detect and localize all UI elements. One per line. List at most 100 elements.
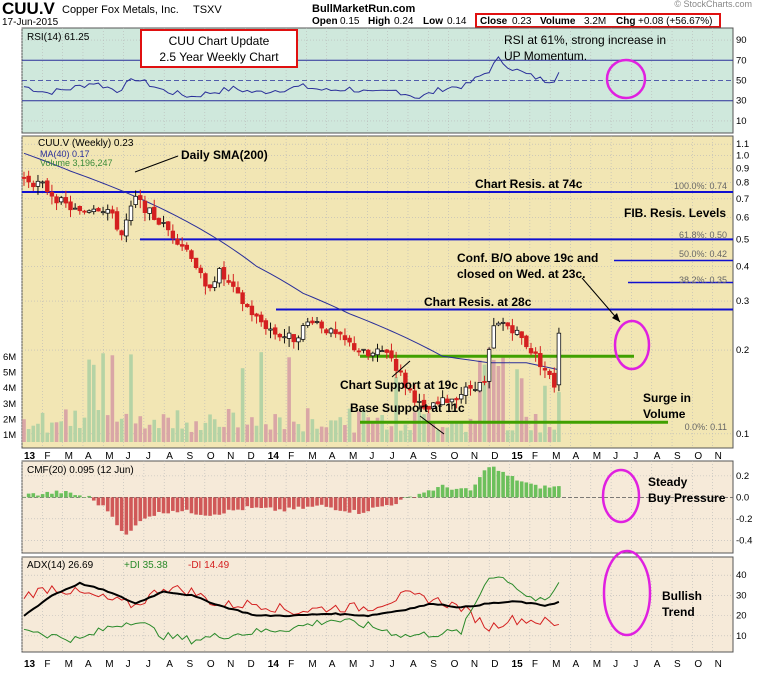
volume-bar <box>538 432 543 442</box>
candle-body <box>384 349 390 353</box>
volume-bar <box>389 426 394 442</box>
title-line-2: 2.5 Year Weekly Chart <box>159 50 279 64</box>
month-label-bottom: O <box>694 659 702 670</box>
volume-bar <box>366 417 370 442</box>
candle-body <box>445 398 450 403</box>
adx-tick-label: 20 <box>736 611 747 622</box>
volume-bar <box>329 420 333 442</box>
volume-bar <box>40 412 45 442</box>
candle-body <box>105 209 110 214</box>
volume-bar <box>398 430 403 442</box>
volume-bar <box>454 422 459 442</box>
cmf-bar <box>40 494 45 498</box>
cmf-bar <box>436 487 440 498</box>
bo-pointer <box>581 277 621 323</box>
cmf-bar <box>91 497 96 501</box>
month-label-top: S <box>430 451 437 462</box>
cmf-bar <box>482 470 487 498</box>
candle-body <box>165 221 171 231</box>
volume-bar <box>436 429 440 442</box>
candle-body <box>352 343 357 351</box>
candle-body <box>207 284 213 289</box>
volume-bar <box>31 425 36 442</box>
cmf-bar <box>152 497 157 516</box>
cmf-bar <box>389 497 394 506</box>
candle-body <box>435 401 441 405</box>
fib-label-618: 61.8%: 0.50 <box>679 230 727 240</box>
cmf-tick-label: 0.2 <box>736 471 749 482</box>
candle-body <box>68 201 73 211</box>
month-label-top: M <box>349 451 357 462</box>
candle-body <box>152 206 157 220</box>
candle-body <box>263 320 269 330</box>
volume-bar <box>510 430 515 442</box>
cmf-bar <box>305 497 310 507</box>
month-label-bottom: 15 <box>512 659 524 670</box>
cmf-bar <box>310 497 315 507</box>
cmf-bar <box>110 497 115 517</box>
candle-body <box>454 398 459 401</box>
cmf-bar <box>529 483 533 498</box>
volume-bar <box>403 424 408 442</box>
cmf-bar <box>273 497 277 511</box>
volume-bar <box>380 414 384 442</box>
candle-body <box>431 402 436 410</box>
rsi-line <box>23 56 560 99</box>
volume-bar <box>236 427 240 442</box>
cmf-bar <box>36 495 40 498</box>
month-label-top: D <box>247 451 254 462</box>
cmf-bar <box>301 497 305 509</box>
candle-body <box>156 218 162 225</box>
candle-body <box>179 244 185 247</box>
base11-pointer <box>419 415 445 435</box>
candle-layer <box>21 170 562 414</box>
volume-bar <box>124 413 129 442</box>
volume-bar <box>115 421 119 442</box>
month-label-bottom: M <box>349 659 357 670</box>
cmf-bar <box>264 497 268 508</box>
candle-body <box>63 197 69 204</box>
company-name: Copper Fox Metals, Inc. <box>62 4 179 16</box>
volume-bar <box>222 426 226 442</box>
volume-bar <box>198 430 203 442</box>
month-label-top: M <box>593 451 601 462</box>
cmf-bar <box>371 497 375 508</box>
month-label-top: J <box>613 451 618 462</box>
price-panel <box>21 135 734 449</box>
cmf-bar <box>198 497 203 515</box>
cmf-bar <box>478 477 482 498</box>
fib-label-382: 38.2%: 0.35 <box>679 275 727 285</box>
cmf-bar <box>352 497 357 510</box>
volume-bar <box>505 430 510 442</box>
candle-body <box>556 332 562 386</box>
candle-body <box>356 350 362 353</box>
cmf-bar <box>236 497 240 510</box>
volume-bar <box>50 422 54 442</box>
cmf-bar <box>375 497 380 507</box>
volume-bar <box>166 417 170 442</box>
rsi-tick-label: 30 <box>736 96 747 107</box>
month-label-top: N <box>715 451 722 462</box>
pdi-legend: +DI 35.38 <box>124 560 168 571</box>
candle-body <box>482 381 487 383</box>
volume-bar <box>82 417 87 442</box>
cmf-bar <box>124 497 129 535</box>
month-label-top: S <box>674 451 681 462</box>
candle-body <box>528 348 534 354</box>
candle-body <box>40 181 45 184</box>
candle-body <box>91 208 96 212</box>
cmf-bar <box>459 488 464 498</box>
volume-bar <box>440 427 445 442</box>
volume-bar <box>338 417 343 442</box>
support19-annotation: Chart Support at 19c <box>340 378 458 392</box>
candle-body <box>324 329 329 334</box>
month-label-bottom: J <box>369 659 374 670</box>
month-label-bottom: D <box>247 659 254 670</box>
title-line-1: CUU Chart Update <box>169 34 270 48</box>
volume-bar <box>217 426 222 442</box>
month-label-top: J <box>369 451 374 462</box>
volume-bar <box>464 431 468 442</box>
candle-body <box>124 219 129 237</box>
price-tick-label: 0.4 <box>736 261 749 272</box>
volume-value: 3.2M <box>584 16 606 27</box>
